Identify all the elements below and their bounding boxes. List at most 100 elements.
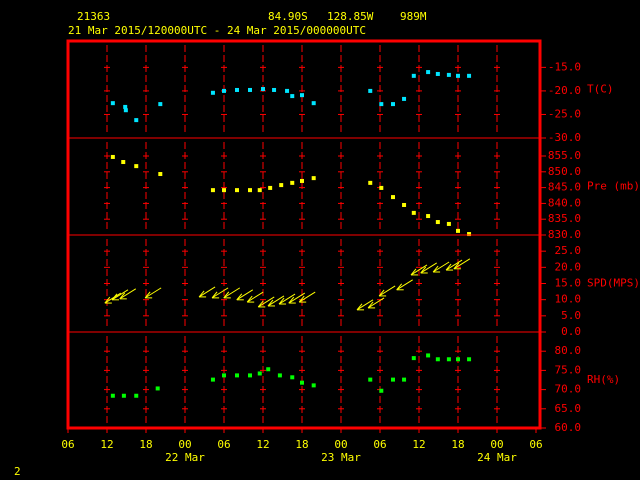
data-point bbox=[123, 108, 128, 113]
arrow-stroke bbox=[453, 262, 460, 270]
arrow-stroke bbox=[378, 289, 385, 297]
arrow-stroke bbox=[198, 286, 216, 298]
wind-arrow bbox=[298, 291, 316, 303]
data-point bbox=[222, 373, 226, 378]
arrow-stroke bbox=[257, 296, 275, 308]
day-label: 23 Mar bbox=[321, 451, 361, 464]
y-tick-label: 10.0 bbox=[555, 293, 582, 306]
data-point bbox=[456, 73, 460, 78]
arrow-stroke bbox=[410, 264, 428, 276]
y-tick-label: 15.0 bbox=[555, 277, 582, 290]
period: 21 Mar 2015/120000UTC - 24 Mar 2015/0000… bbox=[68, 24, 366, 37]
data-point bbox=[134, 393, 139, 398]
arrow-stroke bbox=[267, 295, 285, 307]
longitude: 128.85W bbox=[327, 10, 374, 23]
data-point bbox=[235, 373, 239, 378]
data-point bbox=[248, 373, 252, 378]
day-label: 22 Mar bbox=[165, 451, 205, 464]
wind-arrow bbox=[257, 296, 275, 308]
data-point bbox=[402, 202, 407, 207]
x-tick-label: 06 bbox=[529, 438, 542, 451]
data-point bbox=[411, 356, 416, 361]
y-tick-label: 840.0 bbox=[548, 196, 581, 209]
y-tick-label: -20.0 bbox=[548, 84, 581, 97]
data-point bbox=[391, 102, 395, 107]
data-point bbox=[266, 367, 271, 372]
data-point bbox=[391, 377, 395, 382]
arrow-stroke bbox=[445, 263, 452, 271]
x-tick-label: 12 bbox=[100, 438, 113, 451]
arrow-stroke bbox=[396, 279, 413, 291]
arrow-stroke bbox=[356, 299, 374, 311]
y-tick-label: -15.0 bbox=[548, 60, 581, 73]
data-point bbox=[268, 185, 273, 190]
x-tick-label: 00 bbox=[178, 438, 191, 451]
wind-arrow bbox=[111, 289, 129, 301]
y-tick-label: 60.0 bbox=[555, 421, 582, 434]
y-tick-label: 25.0 bbox=[555, 244, 582, 257]
arrow-stroke bbox=[367, 301, 374, 309]
wind-arrow bbox=[288, 292, 306, 304]
x-tick-label: 12 bbox=[412, 438, 425, 451]
data-point bbox=[426, 70, 431, 75]
wind-arrow bbox=[453, 258, 471, 270]
wind-arrow bbox=[410, 264, 428, 276]
data-point bbox=[446, 221, 451, 226]
data-point bbox=[368, 88, 373, 93]
y-tick-label: 830.0 bbox=[548, 228, 581, 241]
data-point bbox=[210, 377, 215, 382]
arrow-stroke bbox=[111, 293, 118, 301]
arrow-stroke bbox=[144, 287, 162, 299]
y-tick-label: 80.0 bbox=[555, 344, 582, 357]
x-tick-label: 06 bbox=[217, 438, 230, 451]
y-tick-label: 20.0 bbox=[555, 260, 582, 273]
data-point bbox=[311, 101, 316, 106]
wind-arrow bbox=[211, 287, 229, 299]
wind-arrow bbox=[445, 259, 463, 271]
arrow-stroke bbox=[119, 292, 126, 300]
arrow-stroke bbox=[356, 303, 363, 311]
arrow-stroke bbox=[267, 299, 274, 307]
data-point bbox=[290, 94, 295, 99]
data-point bbox=[248, 188, 252, 193]
data-point bbox=[110, 101, 115, 106]
x-tick-label: 06 bbox=[373, 438, 386, 451]
data-point bbox=[456, 357, 460, 362]
wind-arrow bbox=[420, 262, 438, 274]
data-point bbox=[121, 393, 126, 398]
data-point bbox=[426, 353, 431, 358]
arrow-stroke bbox=[432, 261, 450, 273]
data-point bbox=[411, 210, 416, 215]
station-id: 21363 bbox=[77, 10, 110, 23]
data-point bbox=[235, 87, 239, 92]
arrow-stroke bbox=[119, 288, 137, 300]
data-point bbox=[158, 102, 163, 107]
data-point bbox=[379, 102, 384, 107]
data-point bbox=[257, 371, 262, 376]
arrow-stroke bbox=[257, 300, 264, 308]
y-axis-label: T(C) bbox=[587, 83, 614, 96]
data-point bbox=[300, 380, 304, 385]
arrow-stroke bbox=[298, 295, 305, 303]
arrow-stroke bbox=[445, 259, 463, 271]
x-tick-label: 00 bbox=[490, 438, 503, 451]
x-tick-label: 00 bbox=[334, 438, 347, 451]
page-number: 2 bbox=[14, 465, 21, 478]
data-point bbox=[368, 180, 373, 185]
wind-arrow bbox=[223, 287, 241, 299]
wind-arrow bbox=[378, 285, 396, 297]
arrow-stroke bbox=[298, 291, 316, 303]
arrow-stroke bbox=[288, 292, 306, 304]
y-tick-label: 845.0 bbox=[548, 181, 581, 194]
y-tick-label: 65.0 bbox=[555, 402, 582, 415]
data-point bbox=[155, 386, 160, 391]
wind-arrow bbox=[367, 297, 385, 309]
x-tick-label: 12 bbox=[256, 438, 269, 451]
data-point bbox=[435, 220, 440, 225]
arrow-stroke bbox=[111, 289, 129, 301]
data-point bbox=[248, 87, 252, 92]
data-point bbox=[121, 160, 126, 165]
elevation: 989M bbox=[400, 10, 427, 23]
